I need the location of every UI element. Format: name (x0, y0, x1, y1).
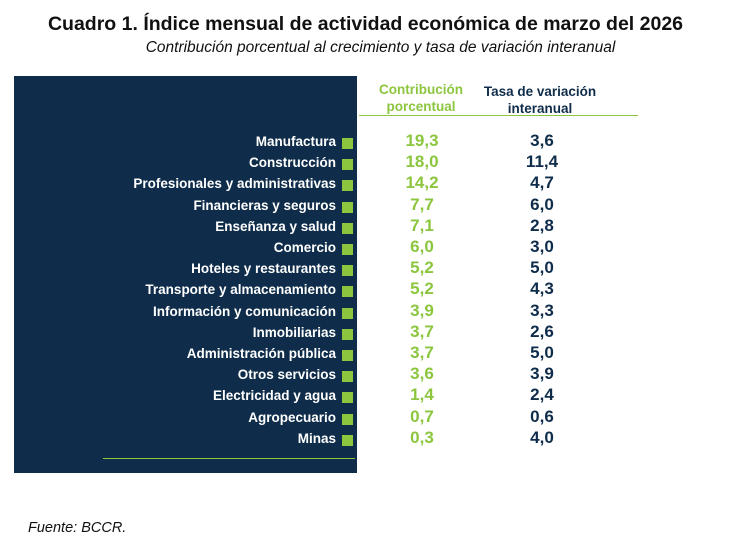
chart-subtitle: Contribución porcentual al crecimiento y… (145, 39, 616, 56)
table-row: Información y comunicación 3,9 3,3 (0, 300, 731, 323)
chart-title: Cuadro 1. Índice mensual de actividad ec… (47, 13, 684, 35)
row-label: Minas (297, 430, 336, 446)
contribucion-value: 7,1 (410, 215, 434, 235)
header-divider (359, 115, 638, 116)
row-label: Comercio (273, 240, 336, 255)
row-label: Otros servicios (237, 367, 336, 383)
contribucion-value: 6,0 (410, 237, 434, 256)
row-label: Información y comunicación (152, 303, 336, 319)
table-row: Administración pública 3,7 5,0 (0, 343, 731, 365)
row-marker-square (342, 286, 353, 298)
tasa-value: 6,0 (530, 194, 554, 214)
row-label: Construcción (248, 155, 336, 171)
label-panel (14, 76, 357, 473)
row-marker-square (342, 201, 353, 213)
table-row: Comercio 6,0 3,0 (0, 237, 731, 259)
table-row: Hoteles y restaurantes 5,2 5,0 (0, 258, 731, 280)
row-label: Electricidad y agua (212, 388, 336, 404)
row-label: Inmobiliarias (252, 324, 336, 340)
column-header-contribucion: Contribución porcentual (379, 82, 463, 114)
contribucion-value: 3,6 (410, 364, 434, 384)
row-label: Agropecuario (248, 409, 336, 425)
tasa-value: 3,0 (530, 237, 554, 256)
row-label: Enseñanza y salud (215, 218, 336, 234)
contribucion-value: 3,7 (410, 343, 434, 362)
table-row: Financieras y seguros 7,7 6,0 (0, 194, 731, 217)
row-label: Manufactura (255, 134, 336, 149)
tasa-value: 2,6 (530, 321, 554, 341)
table-row: Electricidad y agua 1,4 2,4 (0, 385, 731, 407)
row-marker-square (342, 265, 353, 277)
tasa-value: 3,6 (530, 131, 554, 150)
row-label: Hoteles y restaurantes (191, 261, 336, 277)
row-marker-square (342, 180, 353, 192)
contribucion-value: 0,7 (410, 406, 434, 426)
row-marker-square (342, 222, 353, 234)
source-note: Fuente: BCCR. (28, 520, 127, 536)
tasa-value: 0,6 (530, 406, 554, 426)
table-row: Inmobiliarias 3,7 2,6 (0, 321, 731, 344)
contribucion-value: 0,3 (410, 427, 434, 447)
row-marker-square (342, 244, 353, 255)
row-marker-square (342, 434, 353, 446)
table-row: Otros servicios 3,6 3,9 (0, 364, 731, 386)
row-marker-square (342, 350, 353, 361)
contribucion-value: 19,3 (405, 131, 439, 150)
table-row: Profesionales y administrativas 14,2 4,7 (0, 173, 731, 195)
row-marker-square (342, 307, 353, 319)
contribucion-value: 7,7 (410, 194, 434, 214)
row-label: Transporte y almacenamiento (145, 282, 336, 298)
contribucion-value: 5,2 (410, 258, 434, 278)
column-header-tasa: Tasa de variación interanual (483, 84, 597, 116)
row-marker-square (342, 159, 353, 171)
row-marker-square (342, 371, 353, 383)
bottom-divider (103, 458, 355, 459)
contribucion-value: 1,4 (410, 385, 434, 405)
tasa-value: 2,8 (530, 215, 554, 235)
row-marker-square (342, 138, 353, 149)
tasa-value: 11,4 (525, 152, 559, 172)
tasa-value: 4,3 (530, 279, 554, 299)
contribucion-value: 3,9 (410, 300, 434, 320)
contribucion-value: 5,2 (410, 279, 434, 299)
table-row: Manufactura 19,3 3,6 (0, 131, 731, 153)
table-row: Construcción 18,0 11,4 (0, 152, 731, 174)
tasa-value: 3,3 (530, 300, 554, 320)
table-row: Minas 0,3 4,0 (0, 427, 731, 450)
table-row: Agropecuario 0,7 0,6 (0, 406, 731, 429)
row-marker-square (342, 413, 353, 425)
row-label: Financieras y seguros (193, 197, 336, 213)
tasa-value: 4,7 (530, 173, 554, 193)
tasa-value: 5,0 (530, 258, 554, 278)
tasa-value: 4,0 (530, 427, 554, 447)
row-label: Administración pública (186, 346, 336, 361)
table-row: Enseñanza y salud 7,1 2,8 (0, 215, 731, 238)
contribucion-value: 3,7 (410, 321, 434, 341)
row-marker-square (342, 328, 353, 340)
contribucion-value: 18,0 (405, 152, 439, 172)
table-row: Transporte y almacenamiento 5,2 4,3 (0, 279, 731, 301)
tasa-value: 5,0 (530, 343, 554, 362)
row-marker-square (342, 392, 353, 404)
tasa-value: 3,9 (530, 364, 554, 384)
contribucion-value: 14,2 (405, 173, 439, 193)
tasa-value: 2,4 (530, 385, 554, 405)
row-label: Profesionales y administrativas (133, 176, 336, 192)
